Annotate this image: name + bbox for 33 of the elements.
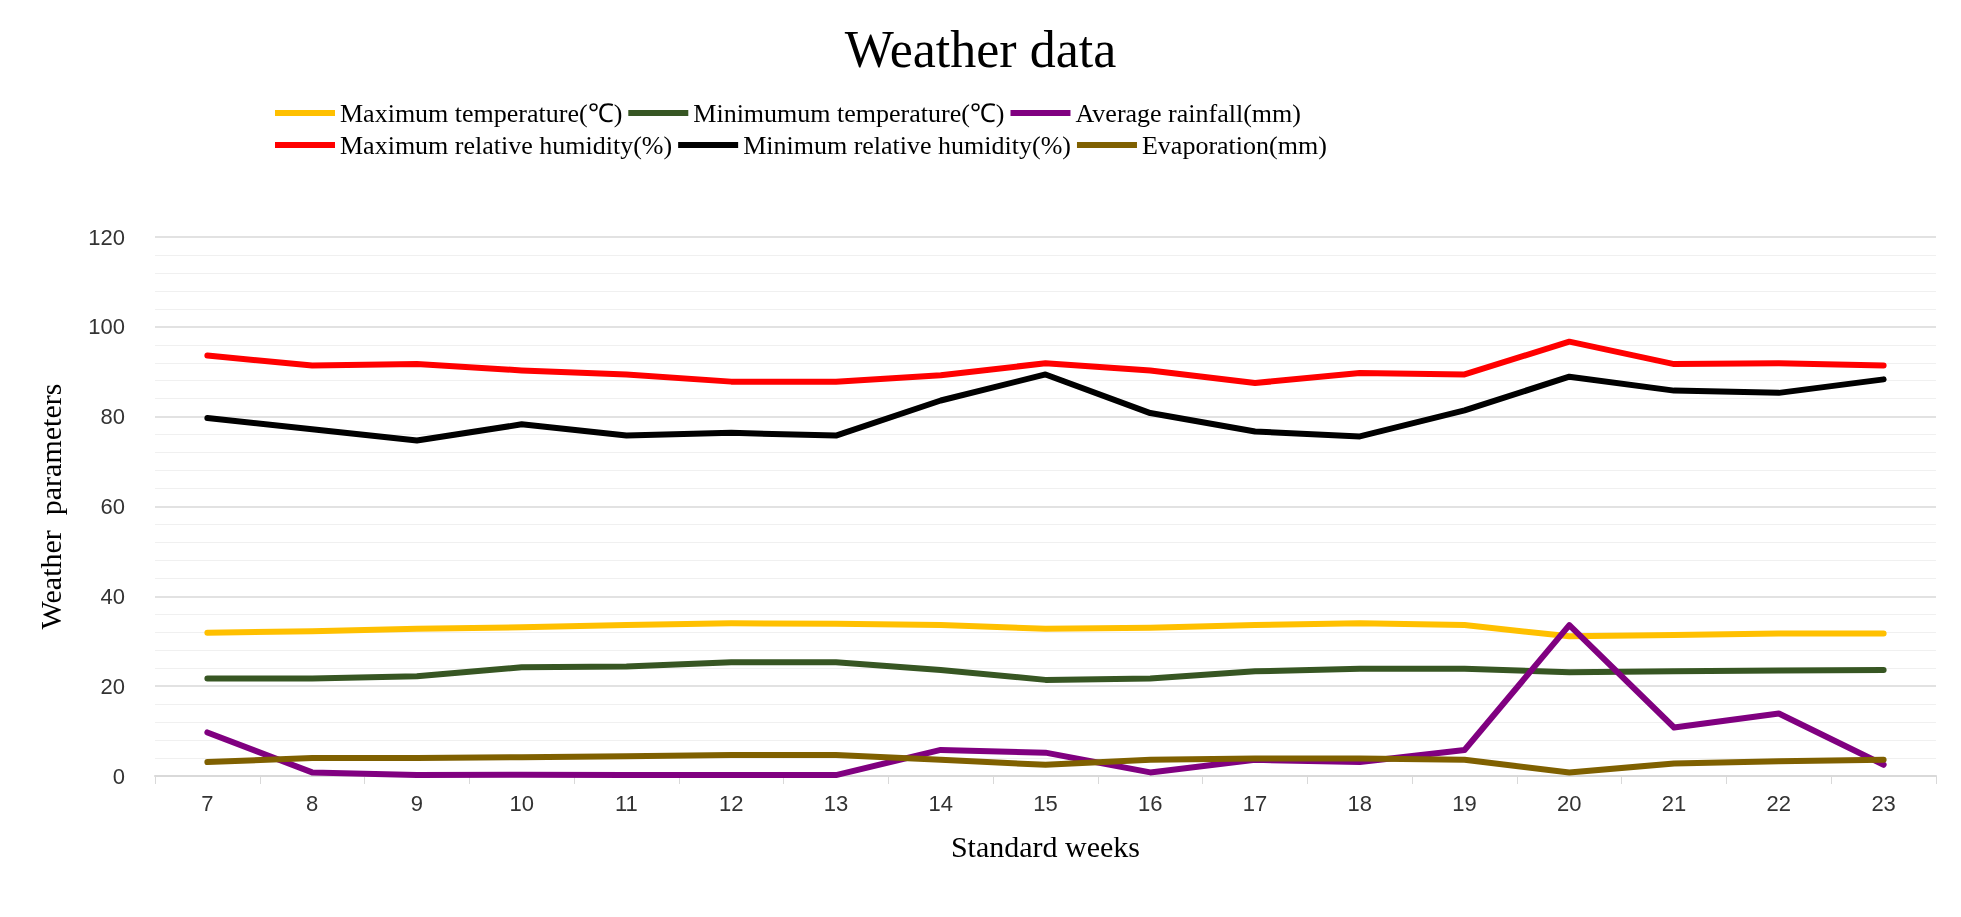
x-tick-label: 14 — [928, 790, 953, 816]
x-tick-label: 20 — [1557, 790, 1582, 816]
legend-label: Minimumum temperature(℃) — [693, 98, 1005, 128]
x-tick-label: 18 — [1347, 790, 1373, 816]
x-tick-label: 23 — [1871, 790, 1896, 816]
legend-label: Minimum relative humidity(%) — [743, 130, 1071, 160]
x-tick-label: 16 — [1138, 790, 1163, 816]
x-tick-label: 11 — [615, 790, 638, 816]
y-tick-label: 120 — [88, 224, 125, 250]
y-tick-label: 40 — [100, 583, 125, 609]
y-tick-label: 80 — [100, 404, 125, 430]
legend-label: Evaporation(mm) — [1141, 130, 1327, 160]
x-tick-label: 21 — [1661, 790, 1687, 816]
x-tick-label: 17 — [1242, 790, 1268, 816]
chart-title: Weather data — [844, 20, 1117, 78]
x-tick-label: 12 — [718, 790, 744, 816]
y-tick-label: 60 — [100, 494, 125, 519]
x-tick-label: 19 — [1452, 790, 1477, 816]
x-tick-label: 10 — [509, 790, 534, 816]
y-tick-label: 0 — [112, 763, 125, 789]
legend-label: Maximum temperature(℃) — [340, 98, 623, 128]
y-tick-label: 100 — [88, 314, 125, 340]
x-tick-label: 15 — [1033, 790, 1058, 816]
y-tick-label: 20 — [100, 673, 125, 699]
x-axis-title: Standard weeks — [950, 829, 1141, 863]
x-tick-label: 7 — [201, 790, 214, 816]
legend-label: Maximum relative humidity(%) — [340, 130, 673, 160]
x-tick-label: 9 — [410, 790, 424, 816]
y-axis-title: Weather parameters — [33, 383, 67, 630]
x-tick-label: 13 — [823, 790, 849, 816]
legend-label: Average rainfall(mm) — [1075, 98, 1301, 128]
x-tick-label: 22 — [1766, 790, 1792, 816]
x-tick-label: 8 — [306, 790, 319, 816]
